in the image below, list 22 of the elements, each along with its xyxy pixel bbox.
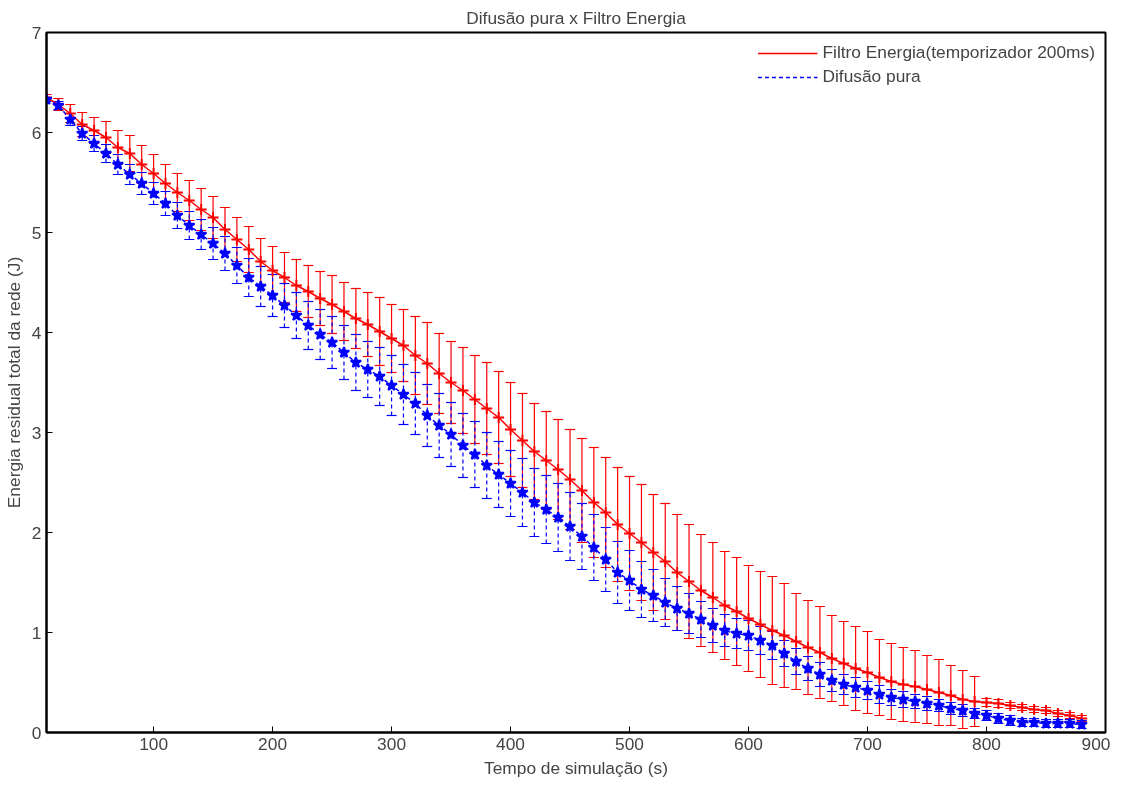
legend-label: Difusão pura: [822, 66, 921, 87]
x-tick-label: 400: [496, 733, 526, 754]
y-tick-label: 5: [31, 222, 42, 243]
x-tick-label: 300: [377, 733, 407, 754]
x-tick-label: 100: [139, 733, 169, 754]
chart-title: Difusão pura x Filtro Energia: [466, 7, 687, 28]
y-tick-label: 2: [31, 522, 42, 543]
x-tick-label: 200: [258, 733, 288, 754]
y-tick-label: 6: [31, 122, 42, 143]
y-axis-title: Energia residual total da rede (J): [3, 256, 24, 509]
y-tick-label: 4: [31, 322, 42, 343]
x-tick-label: 900: [1081, 733, 1111, 754]
y-tick-label: 3: [31, 422, 42, 443]
y-tick-label: 1: [31, 622, 42, 643]
x-axis-title: Tempo de simulação (s): [484, 757, 668, 778]
x-tick-label: 700: [853, 733, 882, 754]
legend-label: Filtro Energia(temporizador 200ms): [822, 42, 1095, 63]
x-tick-label: 800: [972, 733, 1001, 754]
y-tick-label: 0: [31, 722, 42, 743]
y-tick-label: 7: [31, 22, 42, 43]
x-tick-label: 500: [615, 733, 645, 754]
x-tick-label: 600: [734, 733, 763, 754]
